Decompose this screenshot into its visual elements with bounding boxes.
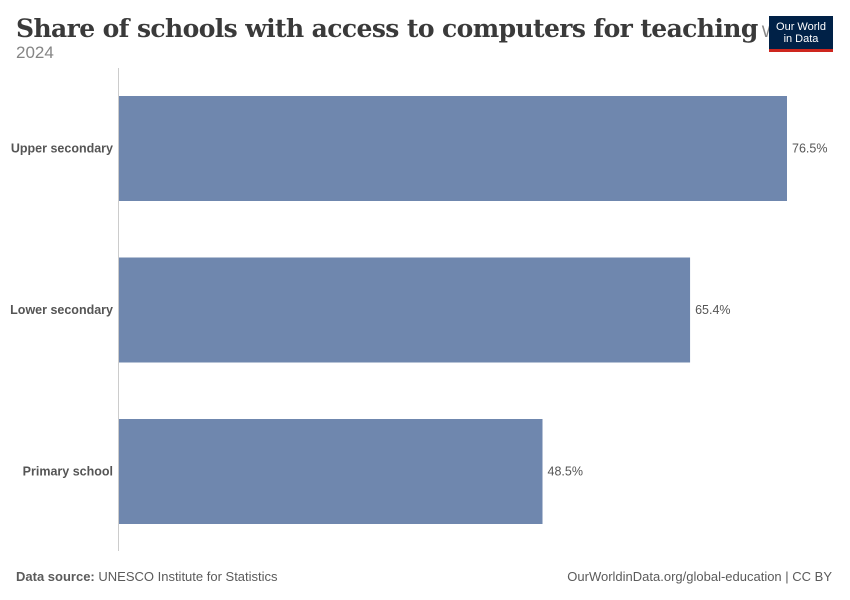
- category-label: Lower secondary: [10, 303, 113, 317]
- owid-logo[interactable]: Our World in Data: [769, 16, 833, 52]
- bar[interactable]: [119, 257, 691, 363]
- data-source-value: UNESCO Institute for Statistics: [98, 569, 278, 584]
- chart-title: Share of schools with access to computer…: [16, 14, 758, 43]
- value-label: 76.5%: [792, 142, 827, 156]
- chart-footer: Data source: UNESCO Institute for Statis…: [16, 569, 832, 584]
- bar[interactable]: [119, 419, 543, 524]
- value-label: 65.4%: [695, 303, 730, 317]
- data-source: Data source: UNESCO Institute for Statis…: [16, 569, 278, 584]
- bar-chart: Upper secondary 76.5% Lower secondary 65.4%…: [10, 68, 827, 551]
- category-label: Primary school: [23, 465, 113, 479]
- logo-line-2: in Data: [783, 33, 819, 45]
- category-label: Upper secondary: [11, 142, 113, 156]
- bar[interactable]: [119, 96, 787, 201]
- data-source-label: Data source:: [16, 569, 95, 584]
- value-label: 48.5%: [548, 465, 583, 479]
- source-url-link[interactable]: OurWorldinData.org/global-education | CC…: [567, 569, 832, 584]
- logo-line-1: Our World: [776, 21, 826, 33]
